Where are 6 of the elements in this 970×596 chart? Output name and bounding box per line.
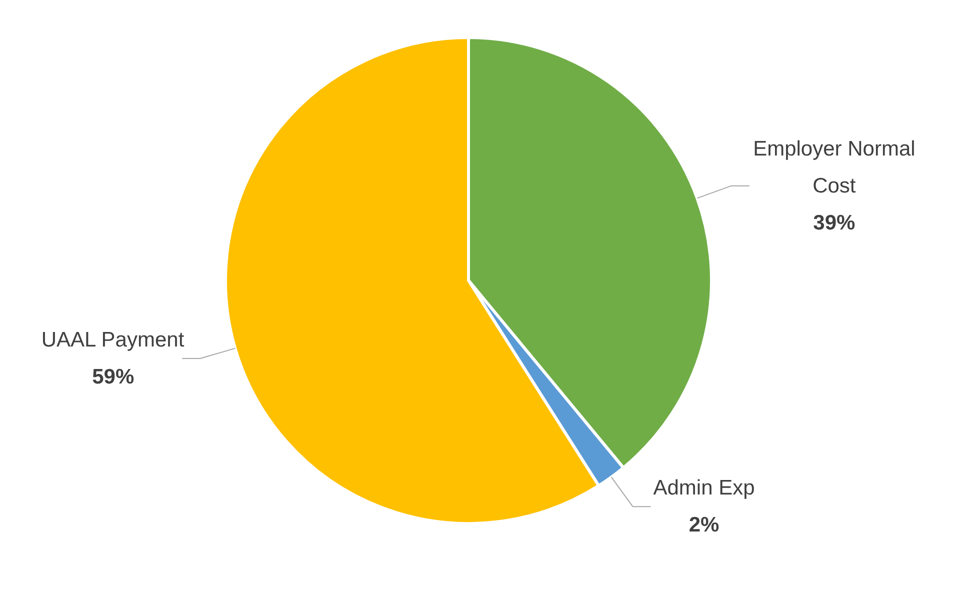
slice-label: UAAL Payment [41, 328, 184, 352]
data-label: 2% [688, 514, 720, 537]
data-label: 59% [92, 365, 134, 388]
slice-label: Employer Normal Cost [753, 137, 916, 198]
data-label: 39% [813, 211, 856, 234]
slice-label: Admin Exp [653, 476, 755, 500]
